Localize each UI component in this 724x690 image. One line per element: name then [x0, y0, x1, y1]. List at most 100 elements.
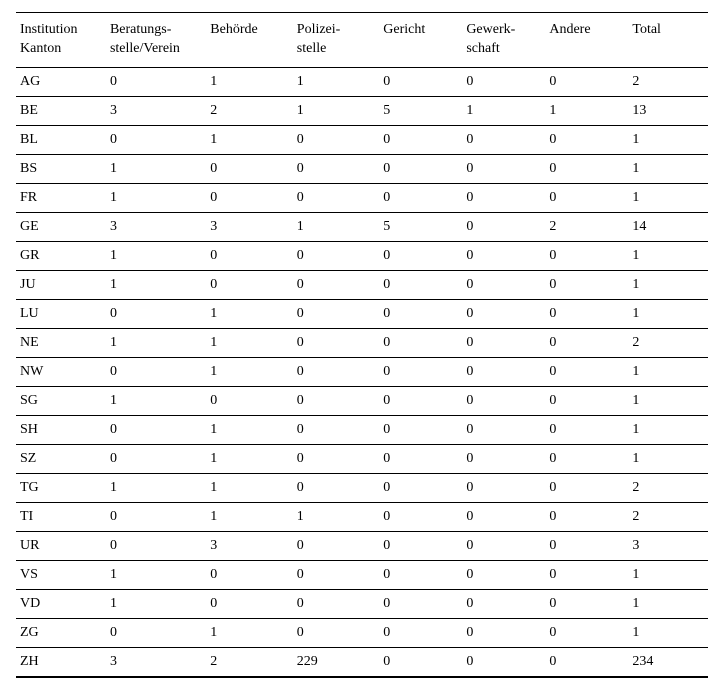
value-cell: 1: [106, 241, 206, 270]
canton-cell: GR: [16, 241, 106, 270]
canton-cell: SG: [16, 386, 106, 415]
value-cell: 0: [462, 415, 545, 444]
canton-cell: ZG: [16, 618, 106, 647]
value-cell: 0: [293, 357, 380, 386]
col-header-5-line2: schaft: [466, 40, 541, 59]
col-header-3-line1: Polizei-: [297, 22, 341, 37]
value-cell: 0: [462, 502, 545, 531]
value-cell: 0: [462, 328, 545, 357]
value-cell: 1: [206, 125, 293, 154]
table-row: ZH32229000234: [16, 647, 708, 677]
value-cell: 0: [206, 589, 293, 618]
canton-cell: BS: [16, 154, 106, 183]
col-header-6: Andere: [545, 13, 628, 68]
value-cell: 2: [545, 212, 628, 241]
value-cell: 1: [628, 444, 708, 473]
col-header-0: InstitutionKanton: [16, 13, 106, 68]
value-cell: 0: [379, 560, 462, 589]
value-cell: 1: [106, 270, 206, 299]
value-cell: 0: [206, 183, 293, 212]
value-cell: 0: [379, 647, 462, 677]
value-cell: 0: [545, 444, 628, 473]
value-cell: 0: [379, 270, 462, 299]
value-cell: 0: [206, 386, 293, 415]
value-cell: 2: [628, 473, 708, 502]
table-row: TG1100002: [16, 473, 708, 502]
value-cell: 0: [545, 386, 628, 415]
value-cell: 0: [106, 415, 206, 444]
value-cell: 0: [379, 415, 462, 444]
canton-cell: JU: [16, 270, 106, 299]
value-cell: 1: [293, 212, 380, 241]
table-row: BL0100001: [16, 125, 708, 154]
value-cell: 0: [293, 299, 380, 328]
value-cell: 0: [379, 473, 462, 502]
col-header-2-line1: Behörde: [210, 22, 257, 37]
value-cell: 0: [462, 67, 545, 96]
value-cell: 0: [106, 67, 206, 96]
table-row: UR0300003: [16, 531, 708, 560]
value-cell: 1: [106, 473, 206, 502]
value-cell: 0: [293, 183, 380, 212]
value-cell: 0: [462, 270, 545, 299]
value-cell: 0: [293, 270, 380, 299]
col-header-3: Polizei-stelle: [293, 13, 380, 68]
value-cell: 5: [379, 212, 462, 241]
table-row: BE32151113: [16, 96, 708, 125]
value-cell: 0: [293, 531, 380, 560]
col-header-7: Total: [628, 13, 708, 68]
value-cell: 0: [462, 212, 545, 241]
table-body: AG0110002BE32151113BL0100001BS1000001FR1…: [16, 67, 708, 677]
value-cell: 234: [628, 647, 708, 677]
value-cell: 1: [206, 618, 293, 647]
value-cell: 1: [206, 67, 293, 96]
canton-cell: NW: [16, 357, 106, 386]
value-cell: 1: [293, 502, 380, 531]
value-cell: 0: [462, 589, 545, 618]
value-cell: 0: [379, 241, 462, 270]
value-cell: 0: [379, 154, 462, 183]
canton-cell: TG: [16, 473, 106, 502]
value-cell: 3: [206, 531, 293, 560]
canton-cell: FR: [16, 183, 106, 212]
col-header-2: Behörde: [206, 13, 293, 68]
value-cell: 0: [379, 67, 462, 96]
value-cell: 0: [293, 415, 380, 444]
table-row: VS1000001: [16, 560, 708, 589]
value-cell: 3: [106, 212, 206, 241]
canton-cell: UR: [16, 531, 106, 560]
value-cell: 1: [206, 415, 293, 444]
col-header-1: Beratungs-stelle/Verein: [106, 13, 206, 68]
value-cell: 1: [628, 299, 708, 328]
value-cell: 0: [206, 560, 293, 589]
value-cell: 2: [628, 67, 708, 96]
table-row: GR1000001: [16, 241, 708, 270]
canton-cell: BE: [16, 96, 106, 125]
value-cell: 0: [293, 473, 380, 502]
col-header-6-line1: Andere: [549, 22, 590, 37]
table-row: SH0100001: [16, 415, 708, 444]
value-cell: 0: [545, 357, 628, 386]
canton-cell: AG: [16, 67, 106, 96]
value-cell: 0: [545, 125, 628, 154]
value-cell: 0: [293, 328, 380, 357]
table-row: NW0100001: [16, 357, 708, 386]
table-row: AG0110002: [16, 67, 708, 96]
table-row: LU0100001: [16, 299, 708, 328]
value-cell: 2: [206, 647, 293, 677]
value-cell: 1: [628, 589, 708, 618]
table-row: JU1000001: [16, 270, 708, 299]
value-cell: 0: [379, 502, 462, 531]
value-cell: 1: [628, 386, 708, 415]
value-cell: 1: [628, 618, 708, 647]
value-cell: 0: [545, 67, 628, 96]
value-cell: 0: [206, 241, 293, 270]
value-cell: 1: [106, 386, 206, 415]
canton-cell: VS: [16, 560, 106, 589]
value-cell: 0: [545, 270, 628, 299]
col-header-7-line1: Total: [632, 22, 661, 37]
value-cell: 0: [462, 357, 545, 386]
value-cell: 3: [106, 647, 206, 677]
value-cell: 0: [379, 299, 462, 328]
value-cell: 1: [293, 67, 380, 96]
